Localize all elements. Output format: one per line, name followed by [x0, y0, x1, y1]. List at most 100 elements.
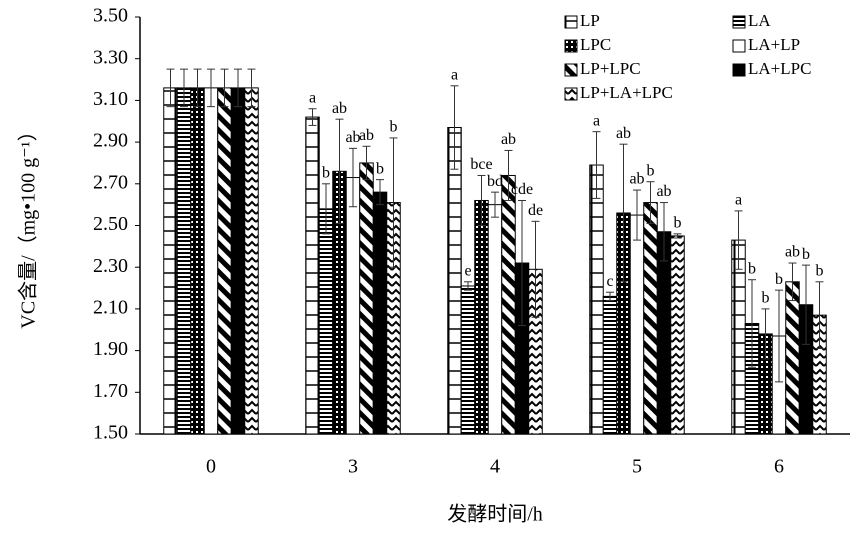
error-bar: [673, 233, 682, 239]
significance-letter: ab: [359, 127, 374, 144]
error-bar: [376, 179, 384, 206]
y-axis-title: VC含量/（mg•100 g⁻¹）: [17, 121, 40, 328]
significance-letter: cde: [511, 181, 533, 198]
y-tick-label: 2.70: [93, 171, 128, 193]
significance-letter: ab: [785, 244, 800, 261]
error-bar: [775, 289, 783, 383]
y-tick-label: 3.50: [93, 5, 128, 27]
y-tick-label: 1.70: [93, 380, 128, 402]
significance-letter: ab: [501, 131, 516, 148]
error-bar: [802, 264, 810, 345]
significance-letter: b: [390, 119, 398, 136]
x-tick-label: 0: [206, 456, 216, 478]
error-bar: [450, 85, 459, 170]
bar: [176, 87, 192, 435]
error-bar: [592, 131, 601, 199]
x-tick-label: 4: [490, 456, 500, 478]
error-bar: [464, 281, 472, 291]
bar: [318, 208, 334, 435]
y-tick-label: 3.30: [93, 46, 128, 68]
significance-letter: a: [309, 89, 316, 106]
error-bar: [166, 68, 175, 108]
legend-label: LP+LPC: [580, 59, 641, 78]
bar: [372, 191, 388, 435]
significance-letter: b: [674, 215, 682, 232]
error-bar: [247, 68, 256, 108]
significance-letter: b: [802, 246, 810, 263]
significance-letter: b: [762, 290, 770, 307]
significance-letter: b: [376, 160, 384, 177]
x-axis-title: 发酵时间/h: [447, 503, 543, 526]
error-bar: [193, 68, 202, 108]
error-bar: [761, 308, 770, 360]
error-bar: [491, 191, 499, 218]
bar: [589, 164, 604, 435]
bar: [474, 199, 489, 435]
bar: [656, 231, 672, 435]
error-bar: [646, 181, 655, 224]
significance-letter: a: [735, 192, 742, 209]
legend-swatch: [732, 15, 746, 29]
legend-label: LP: [580, 11, 600, 30]
significance-letter: bce: [470, 156, 492, 173]
bar: [447, 127, 462, 435]
legend-swatch: [564, 15, 578, 29]
significance-letter: ab: [629, 171, 644, 188]
legend-label: LA+LPC: [748, 59, 811, 78]
error-bar: [335, 118, 344, 224]
y-tick-label: 1.50: [93, 422, 128, 444]
significance-letter: c: [606, 273, 613, 290]
significance-letter: a: [451, 66, 458, 83]
legend-swatch: [564, 39, 578, 53]
bar: [460, 285, 476, 435]
significance-letter: b: [647, 162, 655, 179]
bar: [602, 295, 618, 435]
y-tick-label: 2.50: [93, 213, 128, 235]
significance-letter: b: [748, 260, 756, 277]
error-bar: [788, 262, 797, 302]
bar: [359, 162, 374, 435]
error-bar: [815, 281, 824, 350]
bar: [190, 87, 205, 435]
significance-letter: b: [775, 271, 783, 288]
error-bar: [606, 291, 614, 302]
significance-letter: de: [528, 202, 543, 219]
legend-label: LA: [748, 11, 771, 30]
legend-swatch: [564, 63, 578, 77]
error-bar: [207, 68, 215, 108]
bar: [217, 87, 232, 435]
bar: [244, 87, 259, 435]
significance-letter: ab: [656, 183, 671, 200]
error-bar: [180, 68, 188, 108]
error-bar: [518, 199, 526, 327]
error-bar: [633, 189, 641, 241]
y-tick-label: 3.10: [93, 88, 128, 110]
error-bar: [504, 149, 513, 201]
significance-letter: ab: [616, 125, 631, 142]
error-bar: [734, 210, 743, 270]
y-tick-label: 2.30: [93, 255, 128, 277]
legend-label: LA+LP: [748, 35, 800, 54]
x-tick-label: 3: [348, 456, 358, 478]
error-bar: [349, 147, 357, 208]
error-bar: [322, 183, 330, 235]
bar: [305, 116, 320, 435]
legend-label: LP+LA+LPC: [580, 83, 673, 102]
bar: [670, 235, 685, 435]
legend-swatch: [564, 87, 578, 101]
error-bar: [619, 143, 628, 283]
bar: [203, 87, 219, 435]
y-tick-label: 2.90: [93, 130, 128, 152]
error-bar: [531, 220, 540, 318]
y-tick-label: 2.10: [93, 296, 128, 318]
error-bar: [308, 108, 317, 126]
significance-letter: e: [464, 262, 471, 279]
legend-label: LPC: [580, 35, 611, 54]
error-bar: [389, 137, 398, 268]
significance-letter: bd: [487, 173, 503, 190]
error-bar: [660, 202, 668, 262]
bar: [163, 87, 178, 435]
error-bar: [234, 68, 242, 108]
bar: [345, 177, 361, 435]
error-bar: [362, 145, 371, 181]
